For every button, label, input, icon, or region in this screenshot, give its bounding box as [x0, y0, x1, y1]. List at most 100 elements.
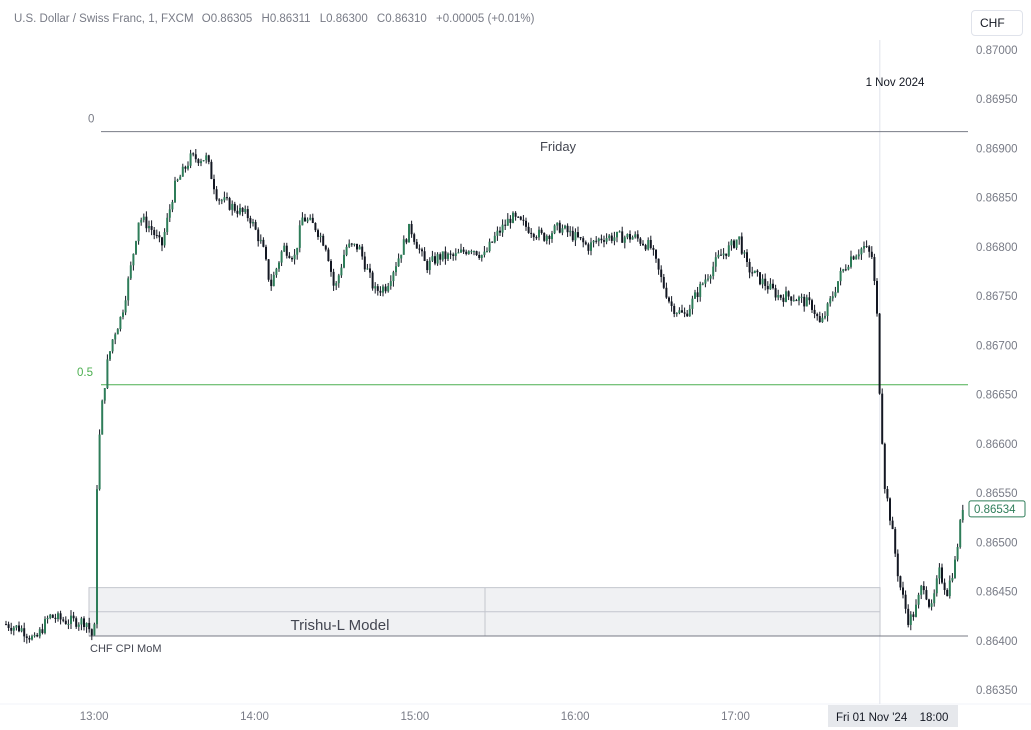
- candle-body: [194, 154, 197, 160]
- candle-body: [350, 243, 353, 245]
- candle-body: [707, 278, 709, 280]
- candle-body: [77, 624, 80, 627]
- candle-body: [527, 226, 530, 233]
- open-label: O: [201, 13, 211, 25]
- price-tick-label: 0.86900: [976, 143, 1018, 155]
- candle-body: [704, 279, 707, 284]
- candle-body: [907, 608, 910, 625]
- candle-body: [249, 218, 252, 224]
- candle-body: [31, 636, 33, 640]
- candle-body: [171, 202, 174, 210]
- low-value: 0.86300: [326, 13, 368, 25]
- candle-body: [603, 240, 605, 242]
- candle-body: [317, 230, 319, 237]
- candle-body: [366, 268, 369, 270]
- candle-body: [423, 251, 426, 261]
- candle-body: [187, 165, 189, 169]
- candle-body: [730, 240, 733, 246]
- candle-body: [337, 275, 340, 284]
- candle-body: [826, 303, 829, 316]
- candle-body: [733, 240, 735, 248]
- candle-body: [231, 203, 234, 210]
- candle-body: [556, 222, 559, 226]
- candle-body: [751, 272, 754, 274]
- candle-body: [111, 339, 114, 352]
- session-date-label: 1 Nov 2024: [866, 77, 925, 89]
- candle-body: [322, 235, 325, 246]
- candle-body: [460, 249, 462, 253]
- candle-body: [72, 615, 75, 619]
- candle-body: [278, 262, 280, 269]
- candle-body: [904, 594, 907, 609]
- candle-body: [371, 272, 374, 289]
- candle-body: [10, 627, 13, 631]
- candle-body: [140, 219, 143, 223]
- candle-body: [428, 260, 431, 271]
- candle-body: [150, 226, 153, 230]
- candle-body: [168, 209, 171, 218]
- candle-body: [782, 297, 785, 302]
- candle-body: [621, 231, 624, 243]
- candle-body: [101, 400, 104, 435]
- candle-body: [590, 242, 592, 251]
- price-tick-label: 0.86550: [976, 488, 1018, 500]
- candle-body: [402, 239, 405, 255]
- candle-body: [148, 226, 150, 229]
- candle-body: [197, 159, 200, 164]
- candle-body: [465, 251, 468, 254]
- candle-body: [686, 313, 689, 317]
- candle-body: [746, 252, 748, 263]
- candle-body: [348, 243, 351, 247]
- candle-body: [616, 231, 618, 238]
- candle-body: [285, 245, 288, 256]
- high-value: 0.86311: [269, 13, 311, 25]
- candle-body: [397, 258, 400, 267]
- candle-body: [408, 224, 410, 243]
- candle-body: [909, 614, 912, 625]
- candle-body: [605, 238, 608, 242]
- candle-body: [272, 274, 275, 287]
- candle-body: [891, 520, 894, 530]
- candle-body: [314, 222, 317, 231]
- candle-body: [20, 628, 23, 632]
- candle-body: [699, 283, 702, 298]
- candlestick-series: [5, 149, 964, 644]
- candle-body: [761, 278, 764, 285]
- currency-button[interactable]: CHF: [971, 10, 1023, 36]
- candle-body: [631, 237, 634, 240]
- candle-body: [174, 180, 176, 203]
- candle-body: [623, 237, 626, 243]
- candle-body: [93, 624, 96, 636]
- candle-body: [600, 238, 603, 241]
- candle-body: [54, 617, 57, 620]
- candle-body: [582, 238, 585, 243]
- candle-body: [878, 313, 881, 394]
- candle-body: [839, 271, 842, 282]
- candle-body: [59, 613, 62, 620]
- candle-body: [311, 217, 314, 223]
- candle-body: [920, 585, 923, 595]
- candle-body: [176, 179, 179, 181]
- candle-body: [161, 237, 163, 246]
- candle-body: [480, 255, 483, 258]
- candle-body: [449, 253, 452, 255]
- candle-body: [426, 260, 429, 271]
- candle-body: [103, 388, 106, 401]
- candle-body: [239, 207, 241, 214]
- candle-body: [15, 625, 18, 628]
- candle-body: [23, 628, 26, 637]
- candle-body: [506, 218, 509, 226]
- current-price-box: [968, 500, 1026, 518]
- symbol-title: U.S. Dollar / Swiss Franc, 1, FXCM: [14, 13, 194, 25]
- price-tick-label: 0.86450: [976, 587, 1018, 599]
- candle-body: [504, 224, 507, 226]
- candle-body: [512, 212, 514, 223]
- price-tick-label: 0.86750: [976, 291, 1018, 303]
- candle-body: [413, 234, 416, 242]
- candle-body: [876, 280, 878, 314]
- candle-body: [566, 225, 569, 233]
- candle-body: [301, 217, 304, 226]
- candle-body: [756, 270, 759, 273]
- price-tick-label: 0.86350: [976, 685, 1018, 697]
